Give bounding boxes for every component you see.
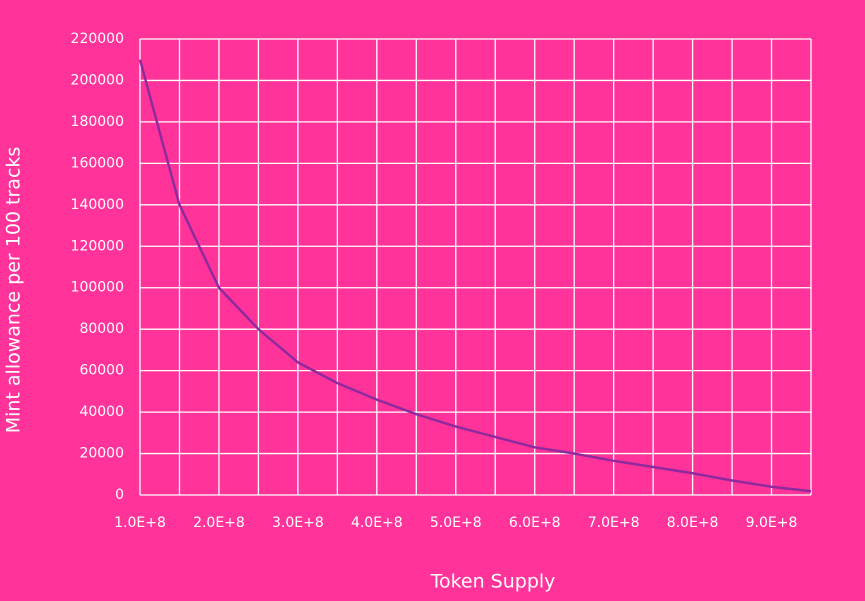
x-axis-title: Token Supply [430, 571, 556, 593]
y-tick-label: 180000 [71, 114, 124, 130]
x-tick-label: 1.0E+8 [114, 515, 166, 531]
x-tick-label: 6.0E+8 [509, 515, 561, 531]
y-tick-label: 140000 [71, 197, 124, 213]
y-axis-title: Mint allowance per 100 tracks [3, 147, 25, 434]
data-line [138, 59, 812, 493]
y-tick-label: 160000 [71, 155, 124, 171]
y-tick-label: 200000 [71, 72, 124, 88]
y-tick-label: 100000 [71, 280, 124, 296]
y-tick-label: 60000 [79, 363, 124, 379]
y-tick-label: 80000 [79, 321, 124, 337]
y-tick-label: 0 [115, 487, 124, 503]
x-tick-label: 3.0E+8 [272, 515, 324, 531]
x-tick-label: 9.0E+8 [746, 515, 798, 531]
x-tick-label: 8.0E+8 [667, 515, 719, 531]
x-tick-label: 2.0E+8 [193, 515, 245, 531]
x-tick-label: 5.0E+8 [430, 515, 482, 531]
x-tick-label: 7.0E+8 [588, 515, 640, 531]
y-tick-label: 20000 [79, 446, 124, 462]
y-tick-label: 40000 [79, 404, 124, 420]
y-tick-label: 120000 [71, 238, 124, 254]
x-tick-label: 4.0E+8 [351, 515, 403, 531]
y-tick-label: 220000 [71, 31, 124, 47]
